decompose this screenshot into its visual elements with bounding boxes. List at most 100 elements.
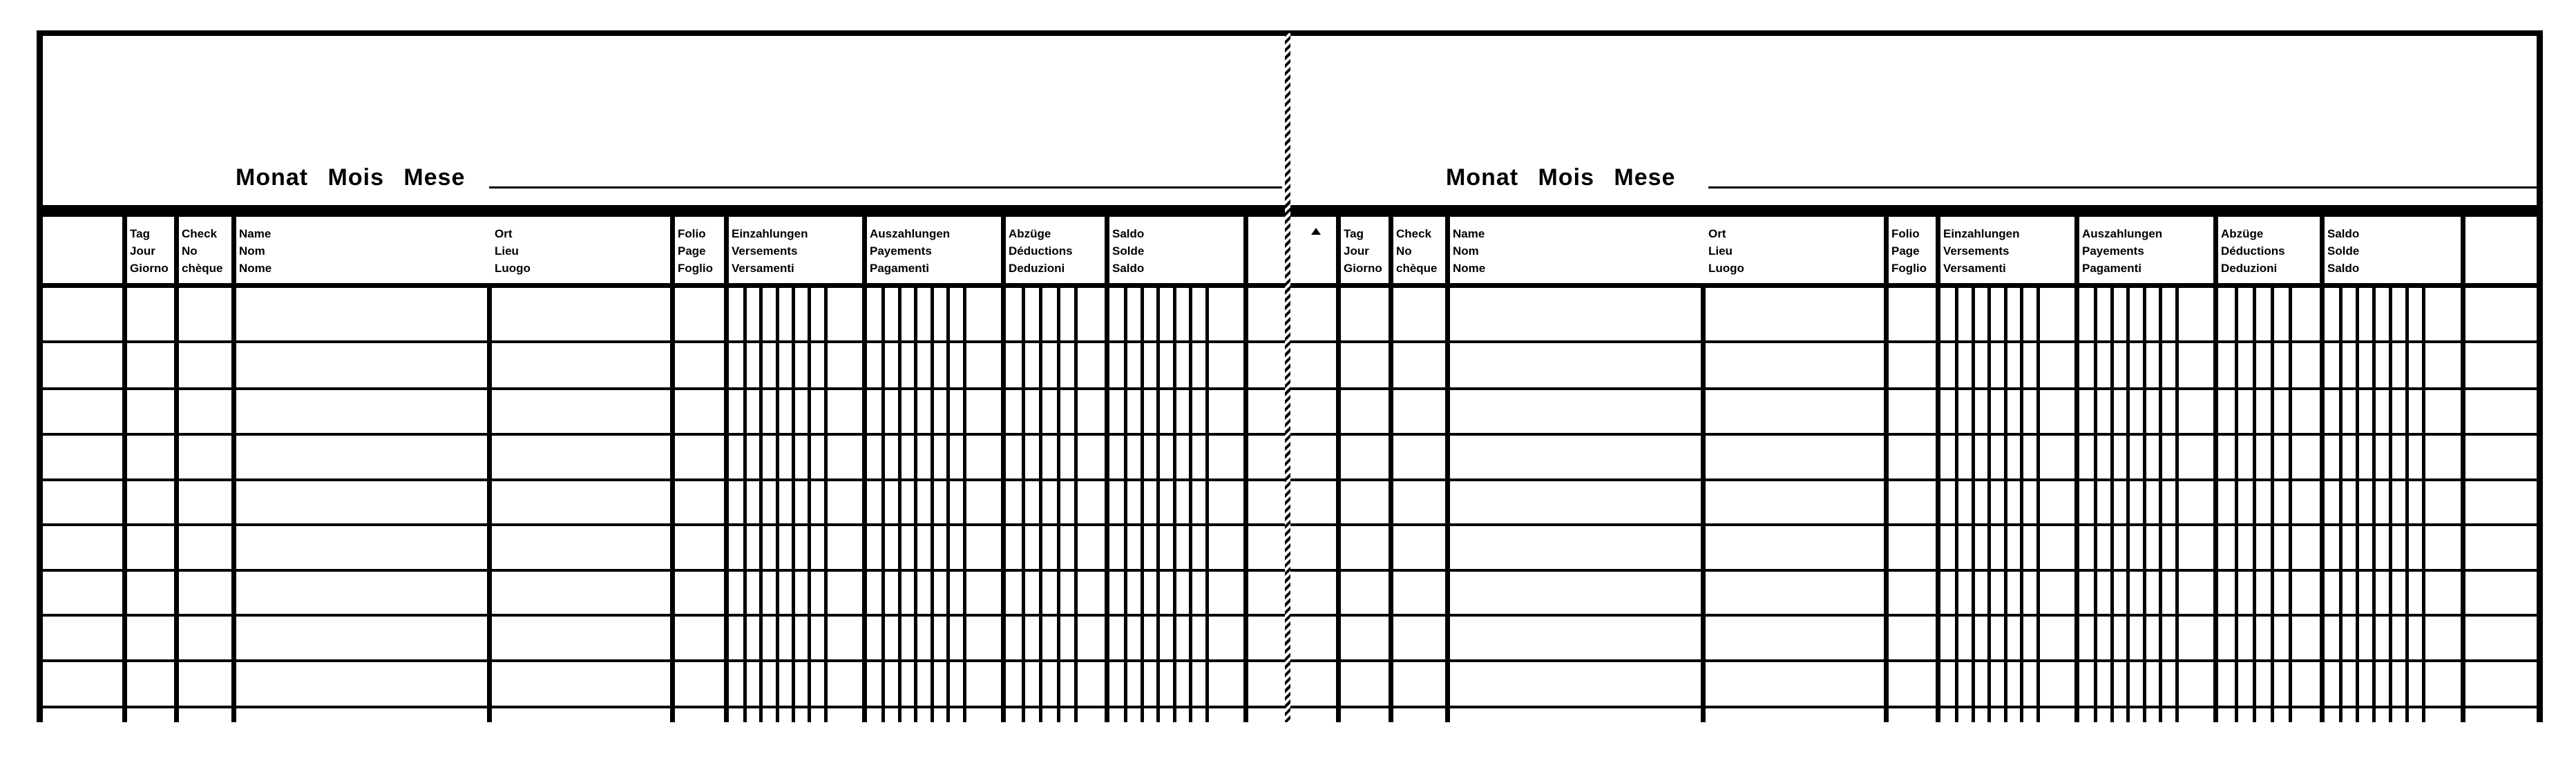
entry-cell-folio[interactable] [672, 481, 726, 523]
entry-cell-marker[interactable] [1288, 617, 1338, 659]
entry-cell-day[interactable] [1338, 343, 1391, 387]
entry-cell-blank[interactable] [39, 572, 124, 614]
entry-cell-day[interactable] [1338, 288, 1391, 340]
entry-cell-deposits[interactable] [1938, 526, 2077, 569]
entry-cell-deductions[interactable] [2215, 526, 2322, 569]
entry-cell-blank_end[interactable] [1246, 343, 1288, 387]
entry-cell-deposits[interactable] [1938, 436, 2077, 478]
entry-cell-blank[interactable] [39, 436, 124, 478]
entry-cell-deposits[interactable] [726, 343, 864, 387]
entry-cell-name[interactable] [1447, 481, 1703, 523]
entry-cell-folio[interactable] [672, 436, 726, 478]
entry-cell-marker[interactable] [1288, 343, 1338, 387]
entry-cell-check[interactable] [1391, 481, 1447, 523]
entry-cell-name[interactable] [233, 526, 489, 569]
entry-cell-place[interactable] [489, 390, 672, 433]
entry-cell-payments[interactable] [2077, 288, 2215, 340]
entry-cell-name[interactable] [1447, 436, 1703, 478]
entry-cell-marker[interactable] [1288, 481, 1338, 523]
entry-cell-day[interactable] [1338, 526, 1391, 569]
entry-cell-blank_end[interactable] [2463, 526, 2539, 569]
entry-cell-folio[interactable] [672, 390, 726, 433]
entry-cell-name[interactable] [233, 662, 489, 706]
entry-cell-deposits[interactable] [726, 572, 864, 614]
entry-cell-folio[interactable] [672, 662, 726, 706]
entry-cell-payments[interactable] [864, 662, 1003, 706]
month-input-field[interactable] [1708, 157, 2539, 186]
month-input-field[interactable] [489, 157, 1282, 186]
entry-cell-blank[interactable] [39, 617, 124, 659]
entry-cell-folio[interactable] [1886, 390, 1938, 433]
entry-cell-blank_end[interactable] [2463, 481, 2539, 523]
entry-cell-check[interactable] [1391, 288, 1447, 340]
entry-cell-folio[interactable] [1886, 343, 1938, 387]
entry-cell-balance[interactable] [2322, 288, 2463, 340]
entry-cell-blank_end[interactable] [2463, 662, 2539, 706]
entry-cell-place[interactable] [1703, 343, 1886, 387]
entry-cell-blank[interactable] [39, 662, 124, 706]
entry-cell-check[interactable] [176, 343, 233, 387]
entry-cell-balance[interactable] [1107, 343, 1246, 387]
entry-cell-blank_end[interactable] [2463, 288, 2539, 340]
entry-cell-place[interactable] [1703, 662, 1886, 706]
entry-cell-blank_end[interactable] [1246, 617, 1288, 659]
entry-cell-blank_end[interactable] [1246, 436, 1288, 478]
entry-cell-balance[interactable] [1107, 288, 1246, 340]
entry-cell-folio[interactable] [672, 572, 726, 614]
entry-cell-balance[interactable] [1107, 436, 1246, 478]
entry-cell-payments[interactable] [2077, 390, 2215, 433]
entry-cell-folio[interactable] [1886, 481, 1938, 523]
entry-cell-check[interactable] [176, 390, 233, 433]
entry-cell-check[interactable] [1391, 572, 1447, 614]
entry-cell-deductions[interactable] [1003, 526, 1107, 569]
entry-cell-blank[interactable] [39, 390, 124, 433]
entry-cell-place[interactable] [489, 436, 672, 478]
entry-cell-day[interactable] [124, 390, 176, 433]
entry-cell-check[interactable] [176, 436, 233, 478]
entry-cell-place[interactable] [489, 572, 672, 614]
entry-cell-day[interactable] [124, 481, 176, 523]
entry-cell-day[interactable] [124, 662, 176, 706]
entry-cell-place[interactable] [1703, 436, 1886, 478]
entry-cell-deductions[interactable] [2215, 390, 2322, 433]
entry-cell-blank_end[interactable] [1246, 526, 1288, 569]
entry-cell-deductions[interactable] [2215, 288, 2322, 340]
entry-cell-check[interactable] [1391, 617, 1447, 659]
entry-cell-deposits[interactable] [726, 390, 864, 433]
entry-cell-blank_end[interactable] [2463, 343, 2539, 387]
entry-cell-name[interactable] [233, 481, 489, 523]
entry-cell-deposits[interactable] [1938, 288, 2077, 340]
entry-cell-name[interactable] [1447, 572, 1703, 614]
entry-cell-blank_end[interactable] [1246, 390, 1288, 433]
entry-cell-check[interactable] [176, 662, 233, 706]
entry-cell-day[interactable] [124, 436, 176, 478]
entry-cell-payments[interactable] [864, 436, 1003, 478]
entry-cell-folio[interactable] [1886, 617, 1938, 659]
entry-cell-folio[interactable] [672, 288, 726, 340]
entry-cell-payments[interactable] [2077, 617, 2215, 659]
entry-cell-balance[interactable] [2322, 481, 2463, 523]
entry-cell-name[interactable] [1447, 288, 1703, 340]
entry-cell-place[interactable] [1703, 288, 1886, 340]
entry-cell-check[interactable] [176, 288, 233, 340]
entry-cell-check[interactable] [176, 572, 233, 614]
entry-cell-deposits[interactable] [1938, 662, 2077, 706]
entry-cell-payments[interactable] [2077, 526, 2215, 569]
entry-cell-balance[interactable] [2322, 390, 2463, 433]
entry-cell-marker[interactable] [1288, 572, 1338, 614]
entry-cell-folio[interactable] [1886, 288, 1938, 340]
entry-cell-deposits[interactable] [726, 617, 864, 659]
entry-cell-folio[interactable] [1886, 572, 1938, 614]
entry-cell-check[interactable] [1391, 436, 1447, 478]
entry-cell-blank[interactable] [39, 343, 124, 387]
entry-cell-balance[interactable] [2322, 572, 2463, 614]
entry-cell-day[interactable] [124, 343, 176, 387]
entry-cell-blank_end[interactable] [1246, 481, 1288, 523]
entry-cell-day[interactable] [124, 572, 176, 614]
entry-cell-payments[interactable] [2077, 662, 2215, 706]
entry-cell-folio[interactable] [672, 343, 726, 387]
entry-cell-name[interactable] [233, 617, 489, 659]
entry-cell-place[interactable] [489, 481, 672, 523]
entry-cell-check[interactable] [176, 526, 233, 569]
entry-cell-deductions[interactable] [2215, 436, 2322, 478]
